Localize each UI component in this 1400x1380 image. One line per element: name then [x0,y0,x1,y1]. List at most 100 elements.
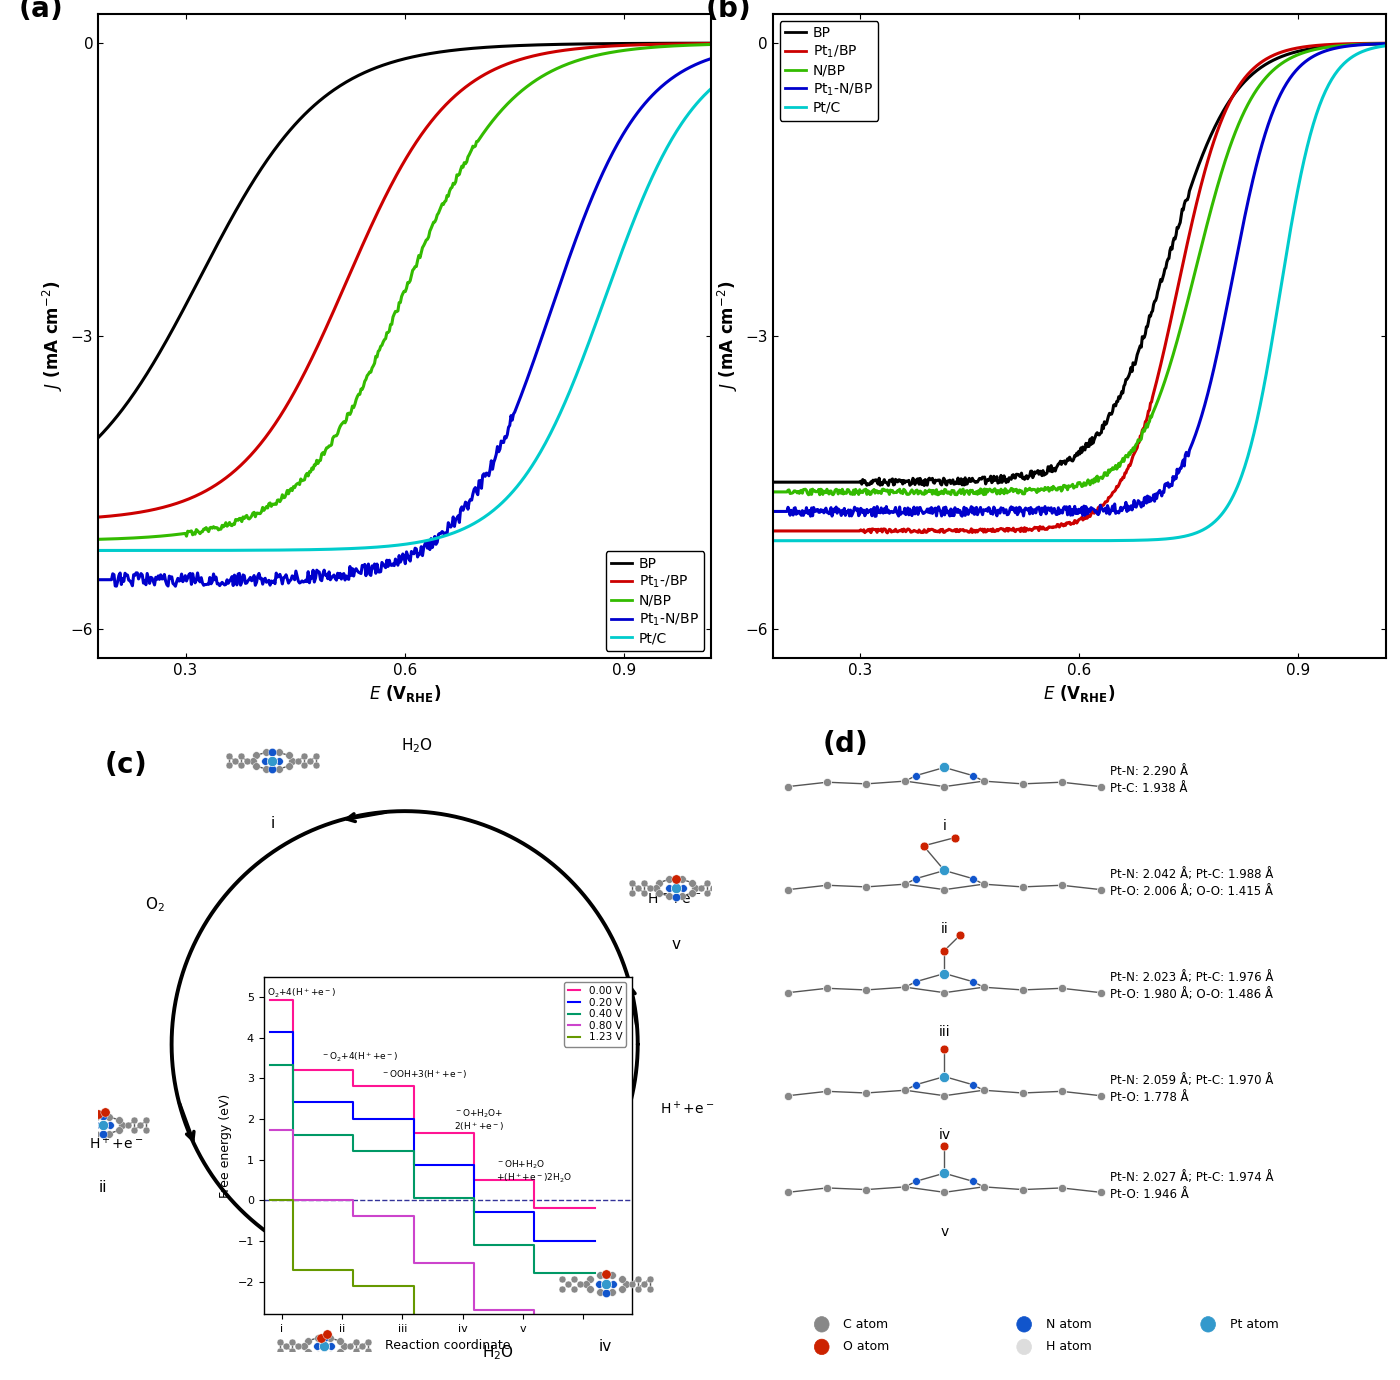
Point [620,882,643,904]
Point [638,1278,661,1300]
Point [1011,876,1033,898]
Text: i: i [942,818,946,832]
Point [895,976,917,998]
Point [123,1119,146,1141]
Text: iv: iv [938,1127,951,1141]
Point [904,1074,927,1096]
Y-axis label: $J$ (mA cm$^{-2}$): $J$ (mA cm$^{-2}$) [41,280,64,391]
Text: iv: iv [599,1339,612,1354]
Point [696,872,718,894]
Point [934,1181,956,1203]
Point [680,872,703,894]
Point [312,1336,335,1358]
Point [816,1177,839,1199]
Point [85,1123,108,1145]
Point [94,1101,116,1123]
Point [563,1268,585,1290]
Point [315,1323,337,1345]
Point [665,868,687,890]
Text: v: v [941,1224,949,1238]
Text: $\mathbf{(d)}$: $\mathbf{(d)}$ [822,729,867,758]
Point [904,970,927,992]
Point [633,882,655,904]
Point [633,1272,655,1294]
Point [305,745,328,767]
Point [357,1330,379,1352]
Circle shape [1016,1317,1032,1332]
Point [934,981,956,1003]
Point [972,1176,994,1198]
Point [344,1330,367,1352]
Text: iii: iii [938,1025,951,1039]
Point [595,1272,617,1294]
Point [98,1114,120,1136]
X-axis label: $E$ (V$_{\mathregular{RHE}}$): $E$ (V$_{\mathregular{RHE}}$) [368,683,441,704]
Point [76,1110,98,1132]
Point [626,876,648,898]
Point [685,876,707,898]
Circle shape [815,1339,829,1355]
Point [972,1079,994,1101]
Point [638,1268,661,1290]
Point [319,1336,342,1358]
Point [71,1114,94,1136]
Point [245,755,267,777]
Point [665,876,687,898]
Point [1089,776,1112,798]
Point [48,1110,70,1132]
Text: H$_2$O: H$_2$O [400,736,433,755]
Point [777,1181,799,1203]
Y-axis label: $J$ (mA cm$^{-2}$): $J$ (mA cm$^{-2}$) [715,280,739,391]
Point [59,1110,81,1132]
Point [601,1264,623,1286]
Point [626,1268,648,1290]
Point [277,744,300,766]
Point [357,1340,379,1362]
Point [568,1272,591,1294]
Point [1050,977,1072,999]
Point [305,755,328,777]
Text: H$^+$+e$^-$: H$^+$+e$^-$ [90,1134,144,1152]
Text: $\mathbf{(c)}$: $\mathbf{(c)}$ [104,749,146,778]
Point [658,868,680,890]
Point [267,741,290,763]
Text: $\mathbf{(a)}$: $\mathbf{(a)}$ [18,0,62,23]
Point [855,876,878,898]
Point [610,1278,633,1300]
Point [1089,1085,1112,1107]
Text: H atom: H atom [1046,1340,1092,1354]
Point [76,1119,98,1141]
Point [307,1326,329,1348]
Point [904,765,927,787]
Point [777,776,799,798]
Point [904,868,927,890]
Point [255,749,277,771]
Text: Pt-N: 2.290 Å
Pt-C: 1.938 Å: Pt-N: 2.290 Å Pt-C: 1.938 Å [1110,765,1189,795]
Point [648,882,671,904]
Point [777,879,799,901]
Point [262,741,284,763]
Text: ii: ii [941,922,948,936]
Text: i: i [270,816,274,831]
Text: $\mathbf{(b)}$: $\mathbf{(b)}$ [706,0,750,23]
Point [588,1264,610,1286]
Legend: BP, Pt$_1$/BP, N/BP, Pt$_1$-N/BP, Pt/C: BP, Pt$_1$/BP, N/BP, Pt$_1$-N/BP, Pt/C [780,21,878,120]
Point [913,835,935,857]
Point [312,1344,335,1366]
Text: N atom: N atom [1046,1318,1092,1330]
Point [816,771,839,793]
Point [595,1263,617,1285]
Point [972,976,994,998]
Point [855,1179,878,1201]
Point [329,1340,351,1362]
Point [1011,1179,1033,1201]
Point [578,1278,601,1300]
Point [574,1272,596,1294]
Point [53,1114,76,1136]
Point [972,770,994,792]
Point [1011,978,1033,1000]
Point [972,874,994,896]
Point [217,755,239,777]
Point [550,1278,573,1300]
Point [949,925,972,947]
